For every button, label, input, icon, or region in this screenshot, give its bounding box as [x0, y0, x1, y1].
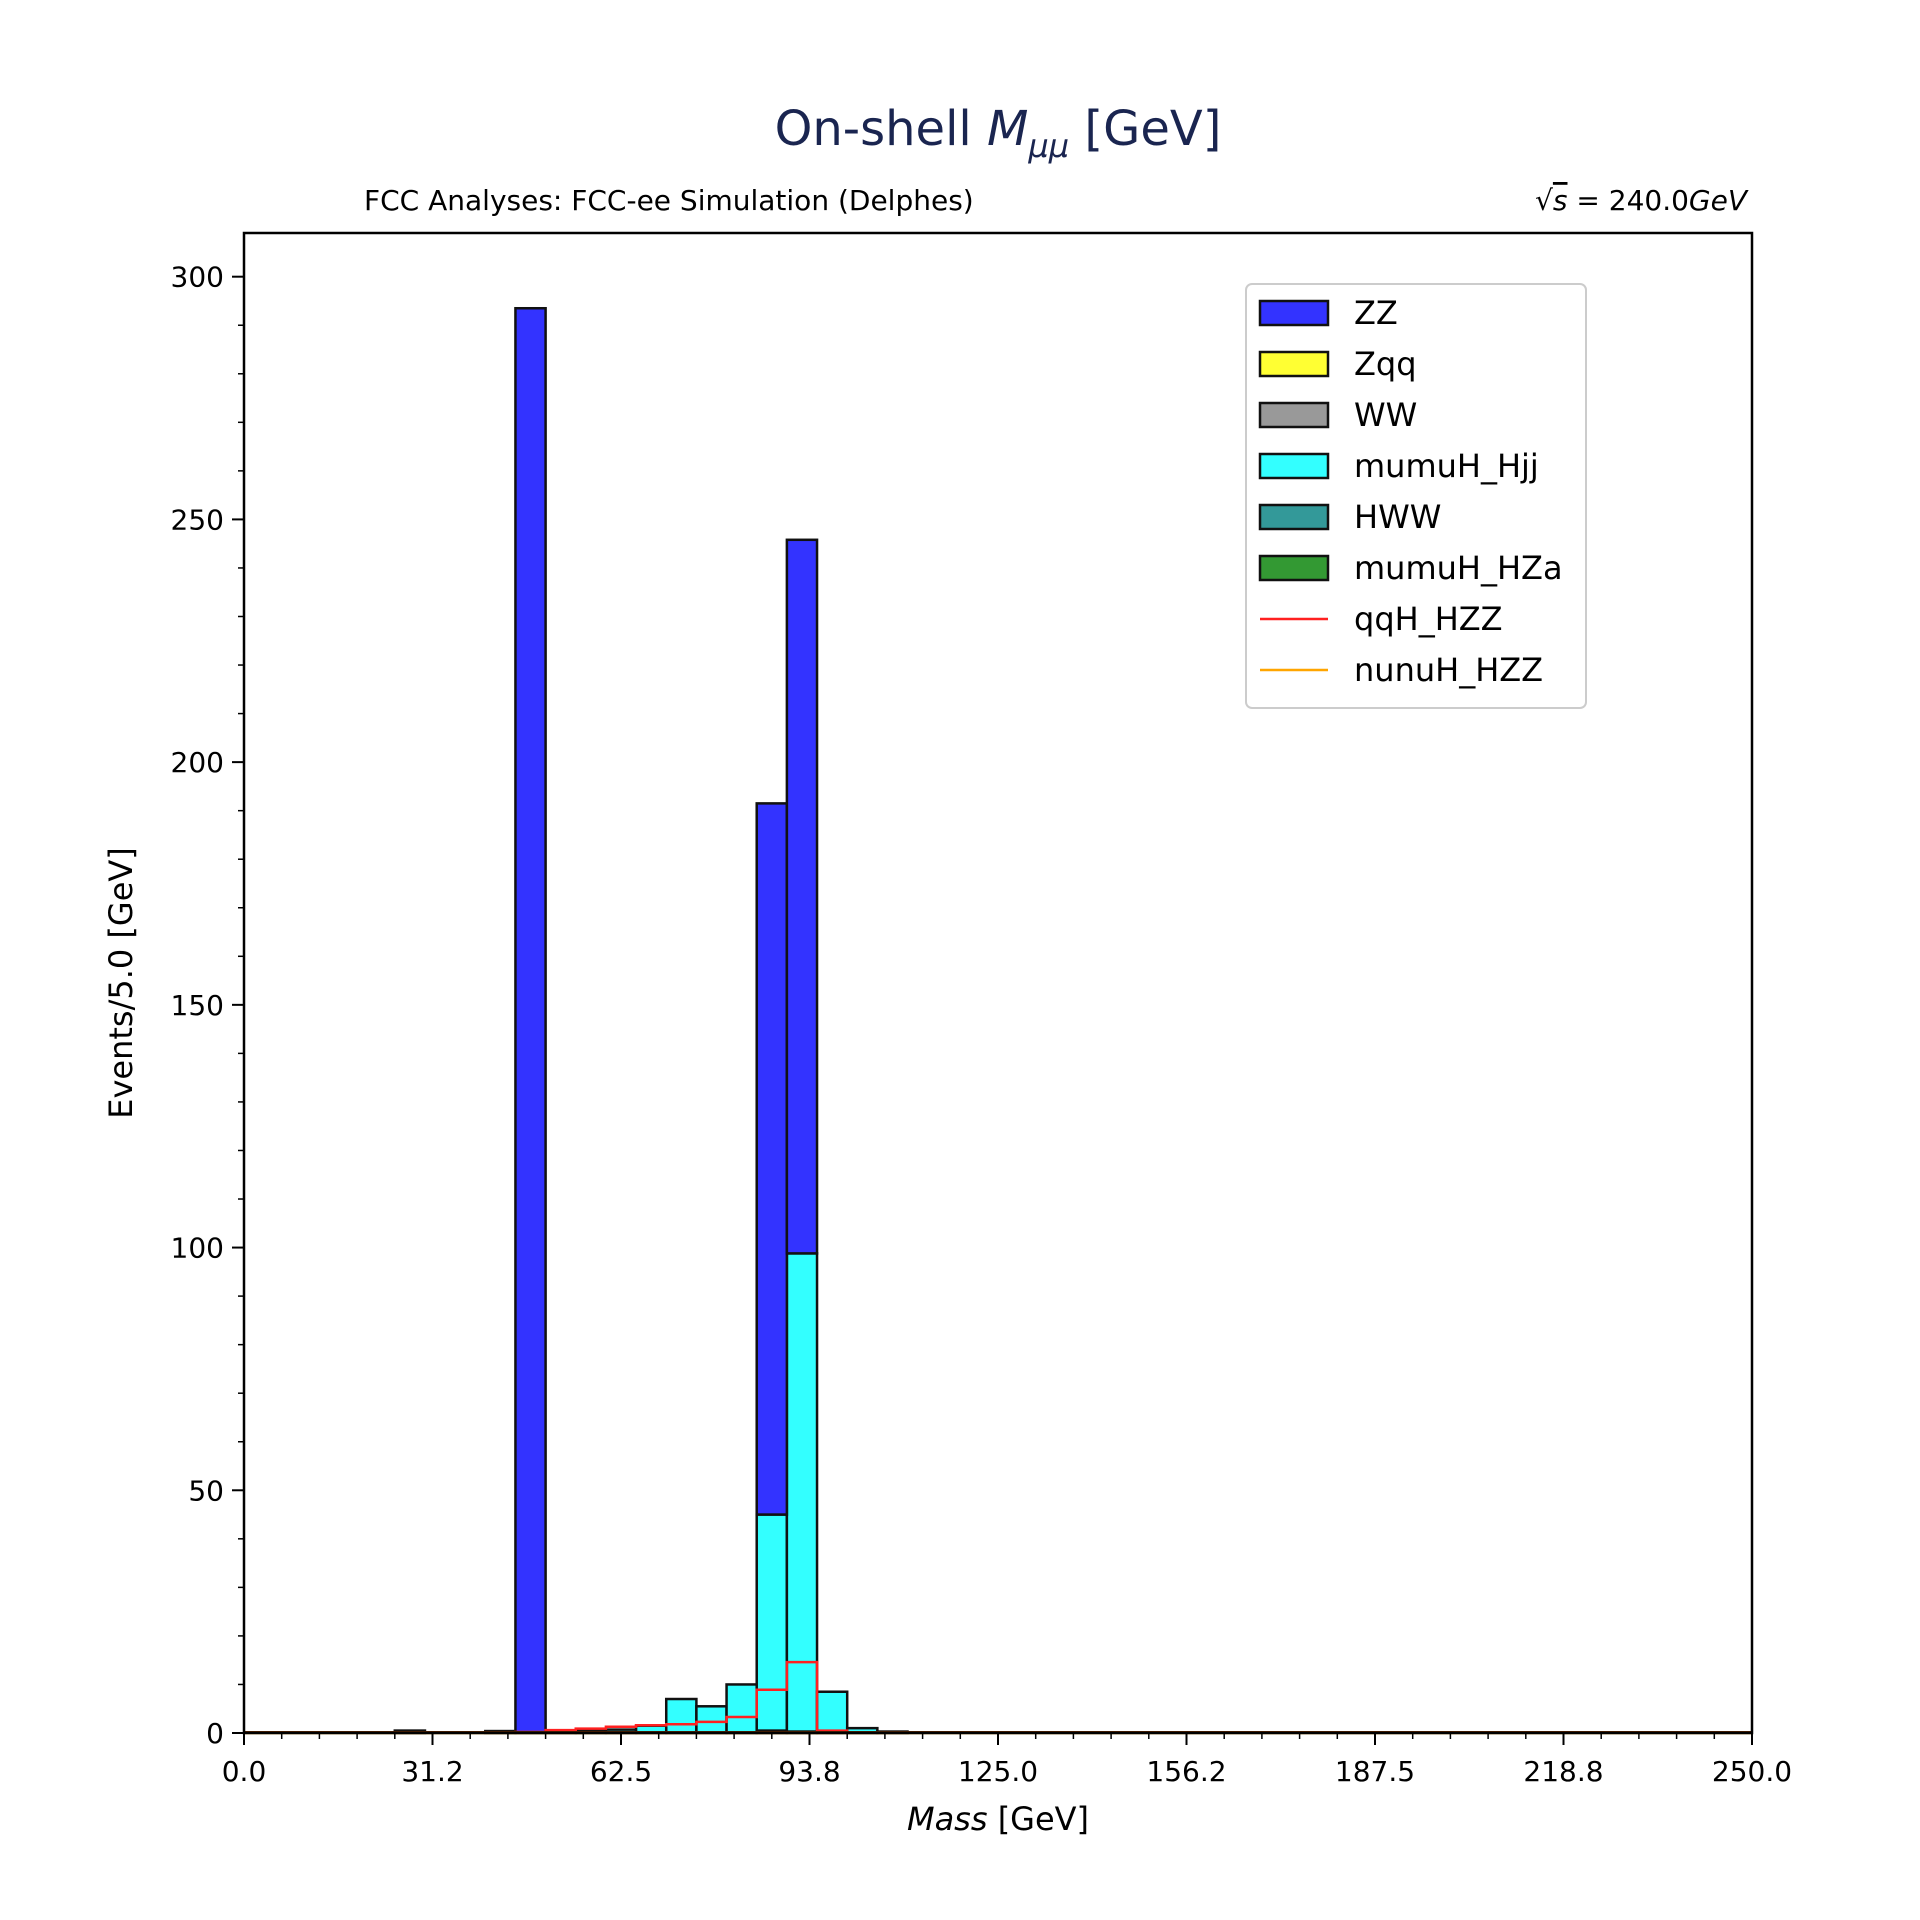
x-tick-label-1: 31.2 [401, 1755, 463, 1788]
bar-ZZ-2 [785, 538, 819, 1255]
legend-swatch-Zqq [1258, 350, 1330, 378]
legend-frame [1245, 283, 1587, 709]
subtitle-right-unit: GeV [1689, 184, 1749, 217]
legend-item-Zqq: Zqq [1258, 345, 1417, 383]
y-tick-label-4: 200 [171, 746, 224, 779]
y-axis: 0 50 100 150 200 250 300 [171, 261, 244, 1750]
chart-title: On-shell Mμμ [GeV] [775, 101, 1222, 165]
legend-item-HWW: HWW [1258, 498, 1441, 536]
legend: ZZ Zqq WW mumuH_Hjj HWW mumuH_HZa qqH_HZZ nunuH… [1245, 283, 1587, 709]
legend-swatch-HWW [1258, 503, 1330, 531]
legend-item-nunuH_HZZ: nunuH_HZZ [1260, 651, 1543, 689]
subtitle-right-value: = 240.0 [1568, 184, 1689, 217]
series-mumuH_Hjj [393, 1252, 909, 1735]
subtitle-right: √s = 240.0GeV [1535, 184, 1749, 217]
legend-label-ZZ: ZZ [1354, 294, 1398, 332]
legend-swatch-ZZ [1258, 299, 1330, 327]
legend-item-ZZ: ZZ [1258, 294, 1398, 332]
bar-mumuH_Hjj-10 [785, 1252, 819, 1733]
x-tick-label-2: 62.5 [590, 1755, 652, 1788]
legend-label-nunuH_HZZ: nunuH_HZZ [1354, 651, 1543, 689]
x-axis-label: Mass [GeV] [907, 1800, 1089, 1838]
legend-label-qqH_HZZ: qqH_HZZ [1354, 600, 1503, 638]
bar-mumuH_Hjj-8 [725, 1683, 758, 1735]
chart-title-sub: μμ [1027, 127, 1069, 165]
y-axis-label: Events/5.0 [GeV] [102, 847, 140, 1119]
y-tick-label-1: 50 [188, 1474, 224, 1507]
x-tick-label-6: 187.5 [1335, 1755, 1415, 1788]
legend-swatch-mumuH_HZa [1258, 554, 1330, 582]
x-tick-label-4: 125.0 [958, 1755, 1038, 1788]
x-tick-label-3: 93.8 [778, 1755, 840, 1788]
x-tick-label-7: 218.8 [1523, 1755, 1603, 1788]
y-tick-label-3: 150 [171, 989, 224, 1022]
legend-item-WW: WW [1258, 396, 1417, 434]
legend-swatch-WW [1258, 401, 1330, 429]
chart-title-var: M [987, 101, 1028, 157]
legend-label-mumuH_HZa: mumuH_HZa [1354, 549, 1563, 587]
legend-label-HWW: HWW [1354, 498, 1441, 536]
chart-title-unit: [GeV] [1069, 101, 1221, 157]
legend-item-qqH_HZZ: qqH_HZZ [1260, 600, 1503, 638]
legend-label-Zqq: Zqq [1354, 345, 1417, 383]
x-tick-label-5: 156.2 [1146, 1755, 1226, 1788]
x-tick-label-0: 0.0 [222, 1755, 267, 1788]
legend-item-mumuH_Hjj: mumuH_Hjj [1258, 447, 1539, 485]
legend-item-mumuH_HZa: mumuH_HZa [1258, 549, 1563, 587]
bar-mumuH_Hjj-6 [664, 1697, 698, 1735]
x-axis-label-var: Mass [907, 1800, 988, 1838]
bar-ZZ-0 [514, 306, 547, 1735]
chart-title-main: On-shell [775, 101, 987, 157]
legend-label-mumuH_Hjj: mumuH_Hjj [1354, 447, 1539, 485]
y-tick-label-2: 100 [171, 1232, 224, 1265]
bar-mumuH_Hjj-11 [815, 1690, 849, 1735]
legend-swatch-mumuH_Hjj [1258, 452, 1330, 480]
subtitle-right-s: s [1553, 184, 1568, 217]
subtitle-left: FCC Analyses: FCC-ee Simulation (Delphes… [364, 184, 974, 217]
line-qqH_HZZ [514, 1660, 849, 1734]
x-tick-label-8: 250.0 [1712, 1755, 1792, 1788]
x-axis-label-unit: [GeV] [988, 1800, 1090, 1838]
bar-mumuH_Hjj-7 [695, 1705, 728, 1735]
subtitle-right-sqrt: √ [1535, 184, 1553, 217]
y-tick-label-5: 250 [171, 503, 224, 536]
x-axis: 0.0 31.2 62.5 93.8 125.0 156.2 187.5 218.8 250.0 [222, 1733, 1792, 1788]
y-tick-label-0: 0 [206, 1717, 224, 1750]
bar-ZZ-1 [755, 802, 789, 1516]
y-tick-label-6: 300 [171, 261, 224, 294]
legend-label-WW: WW [1354, 396, 1417, 434]
plot-frame [242, 231, 1754, 1735]
bar-mumuH_Hjj-9 [755, 1513, 789, 1732]
